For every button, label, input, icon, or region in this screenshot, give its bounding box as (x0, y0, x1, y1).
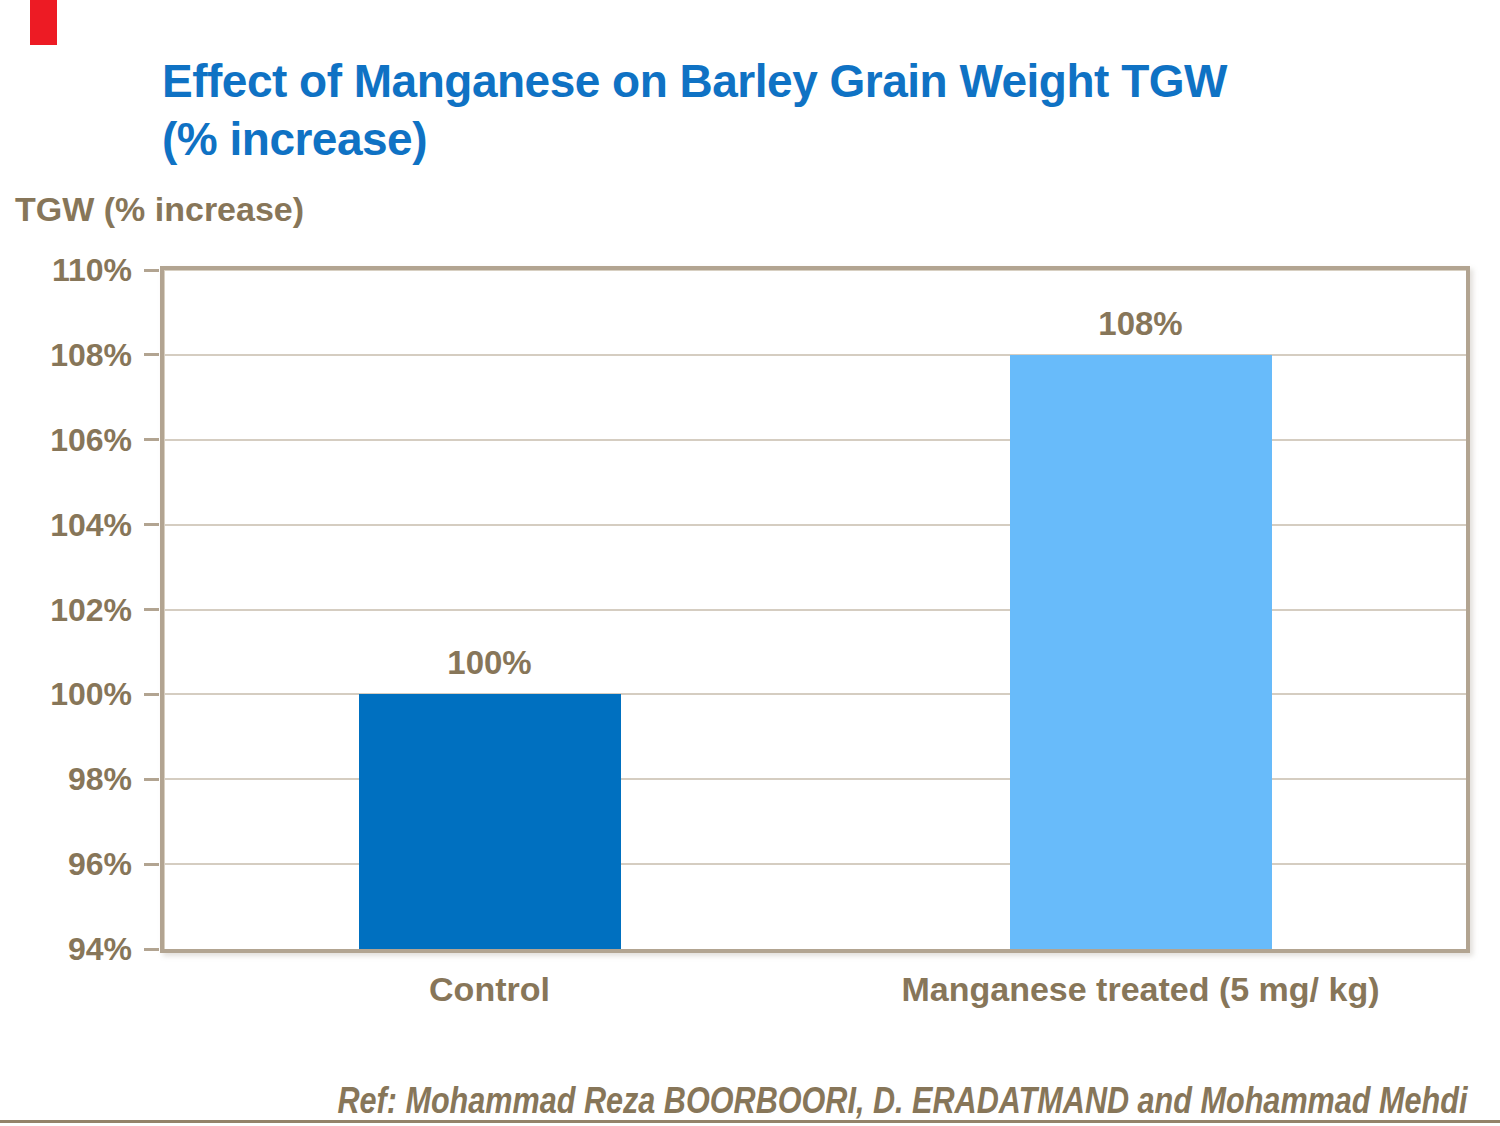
bar-value-label: 100% (447, 644, 531, 682)
y-tick-label: 98% (0, 762, 132, 796)
y-tick-label: 100% (0, 677, 132, 711)
slide: Effect of Manganese on Barley Grain Weig… (0, 0, 1500, 1126)
x-category-label: Control (429, 970, 550, 1009)
y-tick-mark (144, 778, 159, 781)
bar-value-label: 108% (1098, 305, 1182, 343)
y-tick-mark (144, 523, 159, 526)
y-tick-mark (144, 948, 159, 951)
y-tick-mark (144, 353, 159, 356)
y-tick-label: 104% (0, 508, 132, 542)
chart-title-line-2: (% increase) (162, 110, 1462, 168)
y-tick-label: 94% (0, 932, 132, 966)
plot-area (160, 266, 1470, 953)
reference-text: Ref: Mohammad Reza BOORBOORI, D. ERADATM… (337, 1080, 1467, 1122)
y-tick-mark (144, 438, 159, 441)
y-tick-mark (144, 269, 159, 272)
y-tick-mark (144, 693, 159, 696)
y-tick-mark (144, 863, 159, 866)
y-tick-label: 110% (0, 253, 132, 287)
y-tick-label: 102% (0, 593, 132, 627)
y-tick-label: 106% (0, 423, 132, 457)
y-tick-label: 108% (0, 338, 132, 372)
red-corner-marker (30, 0, 57, 45)
x-category-label: Manganese treated (5 mg/ kg) (901, 970, 1379, 1009)
chart-title: Effect of Manganese on Barley Grain Weig… (162, 52, 1462, 168)
y-tick-mark (144, 608, 159, 611)
plot-inner (164, 270, 1466, 949)
chart-title-line-1: Effect of Manganese on Barley Grain Weig… (162, 52, 1462, 110)
bar-control (359, 694, 621, 949)
y-tick-label: 96% (0, 847, 132, 881)
y-axis-title: TGW (% increase) (15, 190, 304, 229)
bottom-rule (0, 1120, 1500, 1123)
bar-treated (1010, 355, 1272, 949)
